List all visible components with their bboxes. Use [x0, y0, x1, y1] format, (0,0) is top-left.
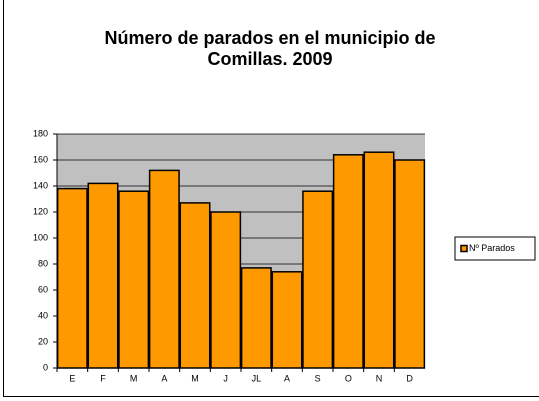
y-tick-label: 140: [33, 180, 48, 190]
x-tick-label: E: [69, 373, 75, 383]
y-tick-label: 80: [38, 258, 48, 268]
bar: [363, 151, 395, 369]
y-tick-label: 0: [43, 362, 48, 372]
legend-swatch: [460, 244, 468, 253]
bar: [179, 202, 211, 369]
x-tick-label: JL: [252, 373, 262, 383]
x-tick-label: S: [315, 373, 321, 383]
bar: [394, 159, 426, 369]
x-tick-label: F: [100, 373, 106, 383]
x-tick-label: O: [345, 373, 352, 383]
bar: [56, 187, 88, 369]
bar: [332, 154, 364, 369]
bar: [148, 169, 180, 369]
x-tick-label: A: [284, 373, 290, 383]
x-tick-label: A: [161, 373, 167, 383]
x-tick-label: N: [376, 373, 383, 383]
bar: [118, 190, 150, 369]
y-tick-label: 160: [33, 154, 48, 164]
y-tick-label: 60: [38, 284, 48, 294]
x-tick-label: J: [223, 373, 228, 383]
bar: [210, 211, 242, 369]
y-tick-label: 180: [33, 128, 48, 138]
chart-title: Número de parados en el municipio de Com…: [104, 28, 436, 69]
x-tick-label: M: [191, 373, 199, 383]
x-tick-label: D: [406, 373, 413, 383]
bar: [302, 190, 334, 369]
bar: [271, 271, 303, 369]
bar: [87, 182, 119, 369]
y-tick-label: 100: [33, 232, 48, 242]
x-tick-label: M: [130, 373, 138, 383]
y-tick-label: 40: [38, 310, 48, 320]
legend-box: [454, 236, 536, 261]
bar: [240, 267, 272, 369]
legend-label: Nº Parados: [469, 243, 515, 253]
y-tick-label: 120: [33, 206, 48, 216]
y-tick-label: 20: [38, 336, 48, 346]
